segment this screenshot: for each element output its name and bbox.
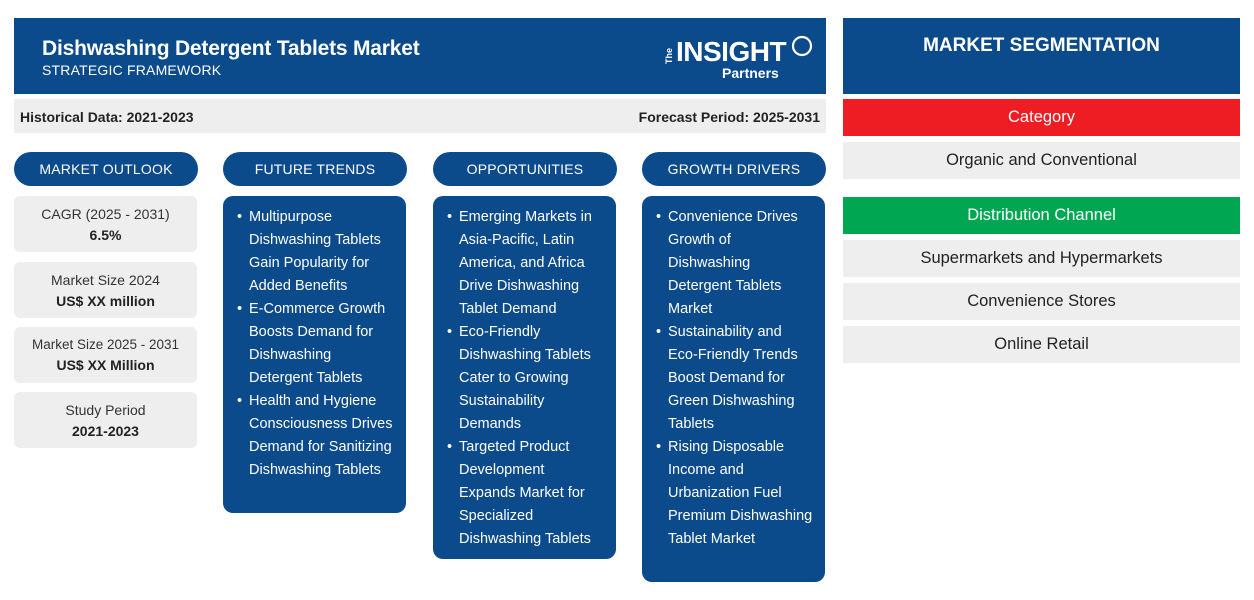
opportunity-item: Emerging Markets in Asia-Pacific, Latin … [447, 206, 604, 321]
opportunities-box: Emerging Markets in Asia-Pacific, Latin … [433, 196, 616, 559]
trend-item: Health and Hygiene Consciousness Drives … [237, 390, 394, 482]
market-size-2024-card: Market Size 2024 US$ XX million [14, 262, 197, 318]
report-header: Dishwashing Detergent Tablets Market STR… [14, 18, 826, 94]
segment-item: Organic and Conventional [843, 142, 1240, 179]
metric-label: Study Period [65, 402, 146, 418]
opportunity-item: Eco-Friendly Dishwashing Tablets Cater t… [447, 321, 604, 436]
trend-item: Multipurpose Dishwashing Tablets Gain Po… [237, 206, 394, 298]
logo-insight-text: INSIGHT [676, 36, 787, 67]
logo-the-text: The [664, 47, 674, 64]
trend-item: E-Commerce Growth Boosts Demand for Dish… [237, 298, 394, 390]
segment-item: Online Retail [843, 326, 1240, 363]
historical-data: Historical Data: 2021-2023 [20, 109, 194, 125]
segment-item: Convenience Stores [843, 283, 1240, 320]
metric-label: Market Size 2024 [51, 272, 160, 288]
cagr-card: CAGR (2025 - 2031) 6.5% [14, 196, 197, 252]
growth-drivers-box: Convenience Drives Growth of Dishwashing… [642, 196, 825, 582]
category-header: Category [843, 99, 1240, 136]
metric-label: Market Size 2025 - 2031 [31, 337, 180, 352]
metric-value: US$ XX million [56, 293, 155, 309]
market-outlook-header: MARKET OUTLOOK [14, 152, 198, 186]
metric-value: 6.5% [89, 227, 122, 243]
metric-value: 2021-2023 [72, 423, 139, 439]
logo-ring-icon [791, 35, 813, 57]
study-period-card: Study Period 2021-2023 [14, 392, 197, 448]
future-trends-header: FUTURE TRENDS [223, 152, 407, 186]
opportunities-header: OPPORTUNITIES [433, 152, 617, 186]
report-title: Dishwashing Detergent Tablets Market [42, 37, 420, 60]
future-trends-box: Multipurpose Dishwashing Tablets Gain Po… [223, 196, 406, 513]
forecast-period: Forecast Period: 2025-2031 [638, 109, 820, 125]
insight-partners-logo[interactable]: The INSIGHT Partners [664, 32, 814, 84]
report-subtitle: STRATEGIC FRAMEWORK [42, 62, 222, 78]
metric-label: CAGR (2025 - 2031) [41, 206, 170, 222]
distribution-channel-header: Distribution Channel [843, 197, 1240, 234]
segment-item: Supermarkets and Hypermarkets [843, 240, 1240, 277]
market-size-forecast-card: Market Size 2025 - 2031 US$ XX Million [14, 327, 197, 383]
driver-item: Rising Disposable Income and Urbanizatio… [656, 436, 813, 551]
metric-value: US$ XX Million [56, 357, 155, 373]
market-segmentation-title: MARKET SEGMENTATION [843, 18, 1240, 94]
period-bar: Historical Data: 2021-2023 Forecast Peri… [14, 99, 826, 133]
driver-item: Sustainability and Eco-Friendly Trends B… [656, 321, 813, 436]
opportunity-item: Targeted Product Development Expands Mar… [447, 436, 604, 551]
driver-item: Convenience Drives Growth of Dishwashing… [656, 206, 813, 321]
growth-drivers-header: GROWTH DRIVERS [642, 152, 826, 186]
logo-partners-text: Partners [722, 65, 779, 81]
